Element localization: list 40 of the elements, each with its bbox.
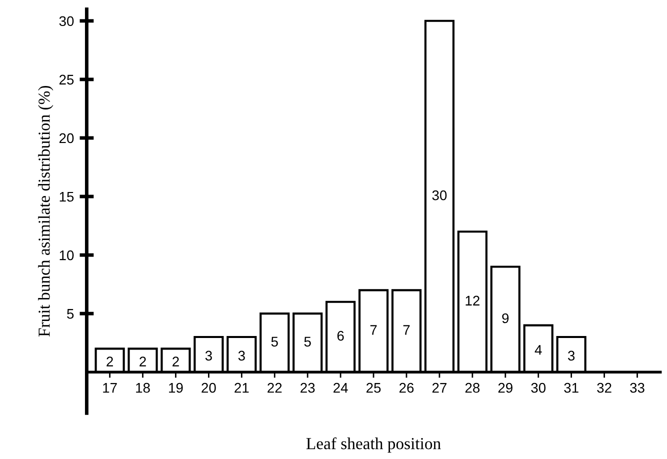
- data-label: 2: [106, 356, 113, 366]
- x-tick-label: 33: [630, 382, 644, 393]
- y-tick-label: 10: [60, 250, 74, 260]
- x-tick-label: 29: [498, 382, 512, 393]
- y-tick-label: 30: [59, 16, 74, 26]
- y-axis-title: Fruit bunch asimilate distribution (%): [38, 86, 54, 337]
- x-tick-label: 18: [136, 382, 150, 393]
- data-label: 9: [502, 313, 509, 324]
- y-tick-label: 25: [59, 74, 74, 85]
- data-label: 30: [432, 190, 447, 200]
- x-tick-label: 19: [169, 382, 183, 393]
- x-tick-label: 23: [300, 382, 315, 393]
- x-tick-label: 32: [597, 382, 612, 393]
- x-tick-label: 21: [234, 382, 249, 393]
- data-label: 3: [238, 350, 245, 361]
- x-tick-label: 17: [103, 383, 117, 393]
- x-tick-label: 27: [432, 382, 446, 393]
- data-label: 12: [466, 296, 480, 306]
- x-tick-label: 31: [564, 382, 578, 393]
- data-label: 5: [271, 336, 278, 347]
- data-label: 5: [304, 336, 311, 347]
- x-tick-label: 24: [334, 382, 348, 393]
- y-tick-label: 5: [67, 309, 74, 319]
- data-label: 2: [172, 356, 179, 366]
- x-tick-label: 22: [268, 382, 282, 393]
- x-tick-label: 30: [531, 382, 546, 393]
- x-tick-label: 26: [399, 382, 414, 393]
- data-label: 2: [140, 356, 146, 366]
- x-axis-title: Leaf sheath position: [306, 437, 441, 453]
- data-label: 7: [370, 325, 377, 335]
- x-tick-label: 28: [465, 382, 480, 393]
- x-tick-label: 25: [366, 382, 381, 393]
- data-label: 7: [403, 325, 410, 335]
- data-label: 6: [337, 330, 344, 341]
- data-label: 4: [534, 345, 542, 355]
- data-label: 3: [205, 350, 212, 361]
- y-tick-label: 15: [60, 192, 74, 202]
- x-tick-label: 20: [202, 382, 216, 393]
- y-tick-label: 20: [59, 133, 74, 144]
- data-label: 3: [568, 350, 575, 361]
